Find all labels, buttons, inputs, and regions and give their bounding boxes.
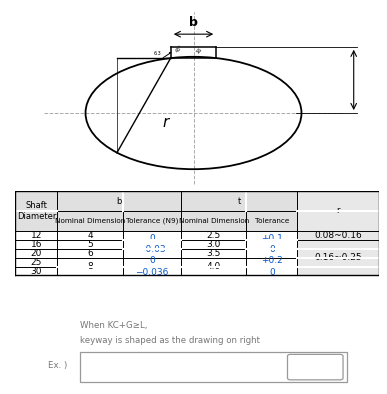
Text: 12: 12 xyxy=(31,231,42,240)
Text: r: r xyxy=(163,115,169,130)
Bar xyxy=(80,352,347,382)
Text: 0.08~0.16: 0.08~0.16 xyxy=(315,231,362,240)
Text: 45°: 45° xyxy=(175,43,185,53)
Text: 0
−0.03: 0 −0.03 xyxy=(138,234,166,254)
FancyBboxPatch shape xyxy=(288,354,343,380)
Text: 2.5: 2.5 xyxy=(207,231,221,240)
Text: 0.16~0.25: 0.16~0.25 xyxy=(315,253,362,262)
Text: b: b xyxy=(189,16,198,29)
Bar xyxy=(297,249,379,258)
Text: 4: 4 xyxy=(87,231,93,240)
Text: 16: 16 xyxy=(31,240,42,249)
Text: 25: 25 xyxy=(31,258,42,267)
Bar xyxy=(297,240,379,249)
Text: Nominal Dimension: Nominal Dimension xyxy=(55,218,125,224)
Text: 6.3: 6.3 xyxy=(153,51,161,56)
Text: 8: 8 xyxy=(87,262,93,271)
Text: 20: 20 xyxy=(31,249,42,258)
Bar xyxy=(297,191,379,231)
Bar xyxy=(297,231,379,240)
Text: 0
−0.036: 0 −0.036 xyxy=(135,256,169,277)
Text: 6: 6 xyxy=(87,249,93,258)
Text: 30: 30 xyxy=(31,266,42,275)
Text: Tolerance (N9): Tolerance (N9) xyxy=(126,217,178,224)
Text: Ex. ): Ex. ) xyxy=(48,361,67,370)
Text: Tolerance: Tolerance xyxy=(255,218,289,224)
Text: +0.2
0: +0.2 0 xyxy=(261,256,283,277)
Text: t: t xyxy=(238,197,241,206)
Text: r: r xyxy=(337,206,340,216)
Text: When KC+G≥L,: When KC+G≥L, xyxy=(80,322,147,331)
Text: +0.1
0: +0.1 0 xyxy=(261,234,283,254)
Bar xyxy=(15,211,297,231)
Text: 3.5: 3.5 xyxy=(207,249,221,258)
Text: Shaft
Diameter: Shaft Diameter xyxy=(17,201,56,221)
Text: 5: 5 xyxy=(87,240,93,249)
Bar xyxy=(297,258,379,267)
Text: Nominal Dimension: Nominal Dimension xyxy=(179,218,249,224)
Text: 4.0: 4.0 xyxy=(207,262,221,271)
Text: 16: 16 xyxy=(195,47,203,55)
Bar xyxy=(297,267,379,275)
Text: 3.0: 3.0 xyxy=(207,240,221,249)
Text: b: b xyxy=(116,197,122,206)
Text: keyway is shaped as the drawing on right: keyway is shaped as the drawing on right xyxy=(80,336,260,345)
Bar xyxy=(15,191,297,211)
